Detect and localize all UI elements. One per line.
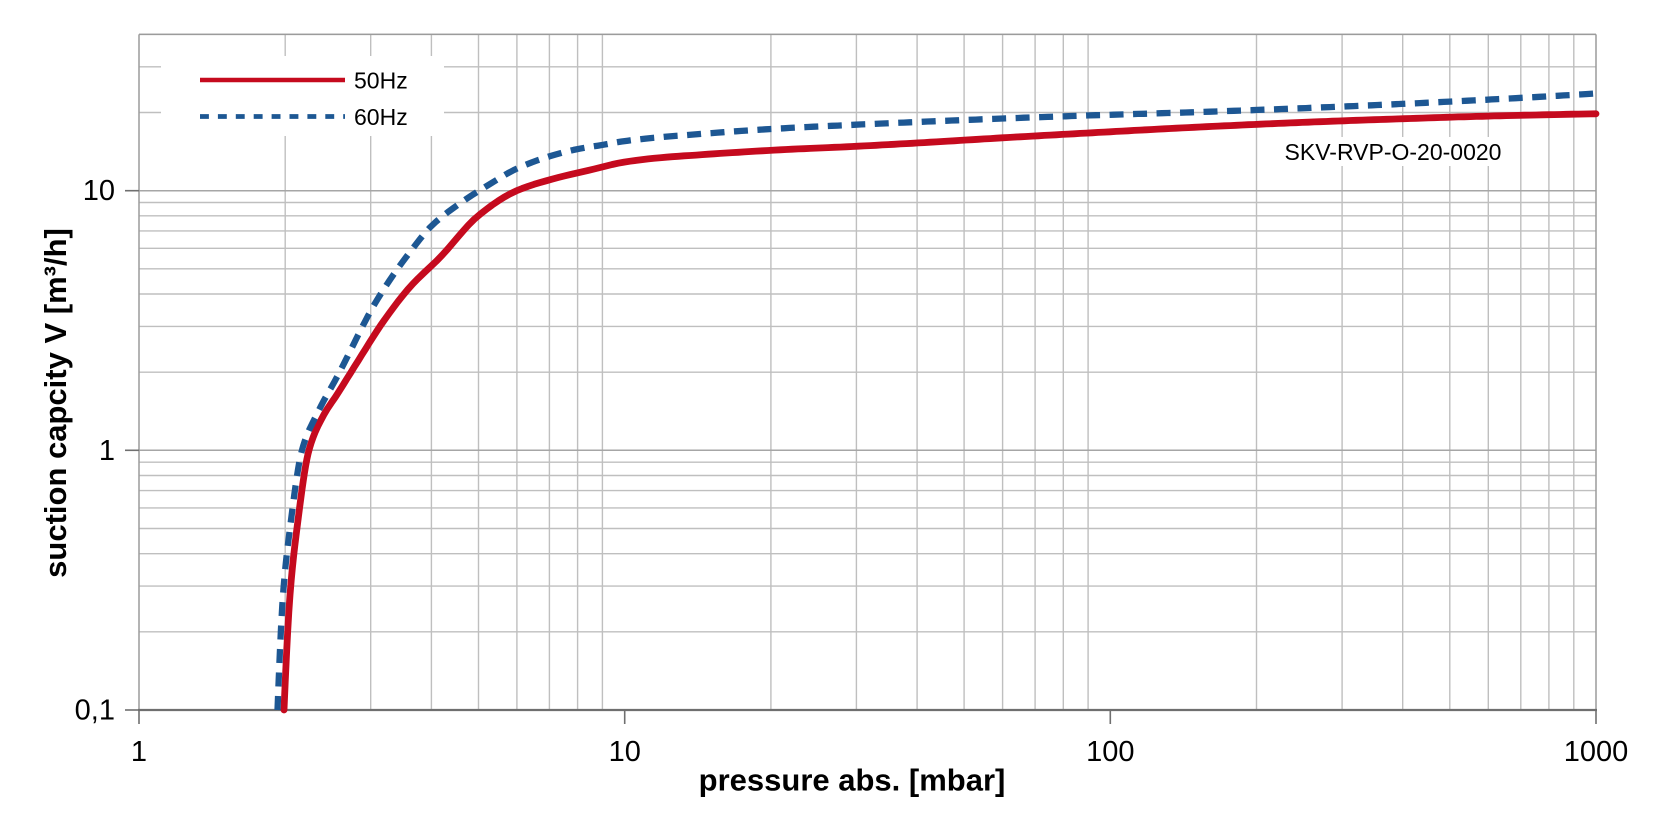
svg-text:SKV-RVP-O-20-0020: SKV-RVP-O-20-0020 (1285, 139, 1502, 165)
svg-text:suction capcity V [m³/h]: suction capcity V [m³/h] (38, 228, 73, 578)
svg-text:10: 10 (609, 736, 641, 768)
svg-text:50Hz: 50Hz (354, 68, 408, 94)
svg-text:1: 1 (99, 435, 115, 467)
svg-text:1: 1 (131, 736, 147, 768)
svg-text:100: 100 (1086, 736, 1134, 768)
svg-text:0,1: 0,1 (75, 695, 115, 727)
svg-text:pressure abs. [mbar]: pressure abs. [mbar] (699, 763, 1006, 798)
svg-text:10: 10 (83, 175, 115, 207)
svg-text:1000: 1000 (1564, 736, 1629, 768)
svg-text:60Hz: 60Hz (354, 104, 408, 130)
